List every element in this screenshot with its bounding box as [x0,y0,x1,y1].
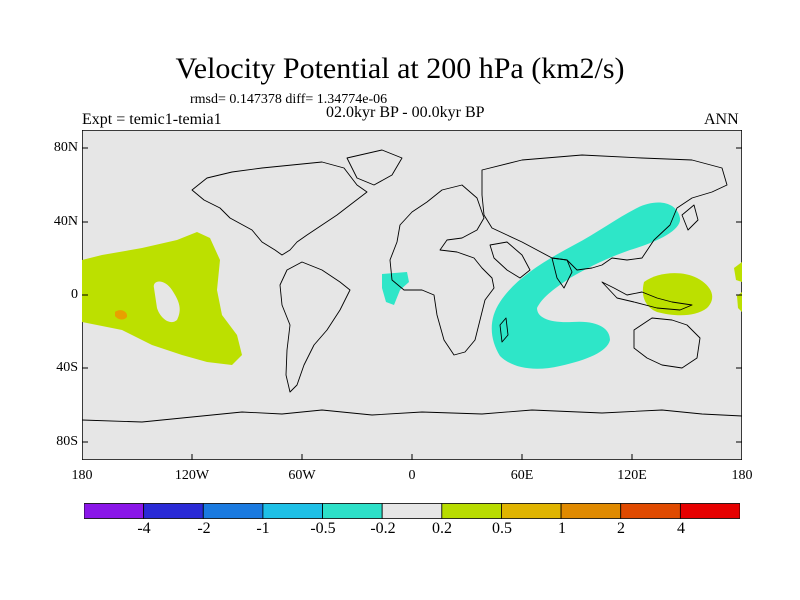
colorbar-swatch [501,503,562,519]
negative-anomaly-regions [382,202,681,369]
lat-tick-label: 80S [56,434,78,449]
colorbar-swatch [560,503,622,519]
lat-tick-label: 0 [71,287,78,302]
north-america-coast [191,161,368,256]
europe-africa-coast [389,184,495,356]
asia-coast [481,154,728,271]
maritime-positive-region [642,273,713,316]
colorbar-swatch [202,503,264,519]
axis-ticks [82,147,742,460]
colorbar-swatch [143,503,204,519]
colorbar-label: -1 [256,520,270,537]
colorbar-swatch [262,503,323,519]
colorbar-swatch [381,503,443,519]
period-label: 02.0kyr BP - 00.0kyr BP [326,104,485,121]
colorbar-label: -2 [197,520,211,537]
lon-tick-label: 180 [71,468,93,483]
japan-coast [681,204,699,231]
colorbar-swatch [84,503,145,519]
east-edge-positive-region [734,262,742,282]
greenland-coast [346,149,403,186]
colorbar-label: 0.2 [432,520,452,537]
season-label: ANN [704,111,739,128]
colorbar-label: -4 [137,520,151,537]
experiment-label: Expt = temic1-temia1 [82,111,222,128]
lon-tick-label: 60E [510,468,534,483]
colorbar [84,503,740,519]
colorbar-label: -0.5 [310,520,336,537]
colorbar-swatch [620,503,681,519]
colorbar-label: -0.2 [370,520,396,537]
lat-tick-label: 40S [56,360,78,375]
east-edge-positive-region-2 [737,292,742,312]
arabia-coast [489,241,531,279]
colorbar-label: 1 [558,520,566,537]
colorbar-swatch [441,503,502,519]
pacific-inner-hole [153,281,180,323]
atlantic-negative-region [382,272,409,305]
lon-tick-label: 60W [288,468,316,483]
colorbar-label: 4 [677,520,685,537]
colorbar-swatch [322,503,383,519]
lon-tick-label: 120E [617,468,647,483]
lat-tick-label: 80N [53,140,78,155]
colorbar-label: 2 [617,520,625,537]
map-title: Velocity Potential at 200 hPa (km2/s) [175,52,625,85]
colorbar-swatch [679,503,740,519]
south-america-coast [279,261,351,393]
lat-tick-label: 40N [53,214,78,229]
antarctica-coast [82,409,742,423]
lon-tick-label: 180 [731,468,753,483]
india-coast [551,257,573,289]
madagascar-coast [499,317,509,343]
lon-tick-label: 120W [174,468,210,483]
map-plot [82,130,742,460]
pacific-positive-core [115,310,128,320]
australia-coast [633,317,701,369]
stats-label: rmsd= 0.147378 diff= 1.34774e-06 [190,92,388,107]
positive-anomaly-regions [82,232,742,365]
colorbar-label: 0.5 [492,520,512,537]
lon-tick-label: 0 [408,468,416,483]
indian-ocean-negative-region [491,202,681,369]
indonesia-coast [601,281,693,311]
coastlines [82,149,742,423]
